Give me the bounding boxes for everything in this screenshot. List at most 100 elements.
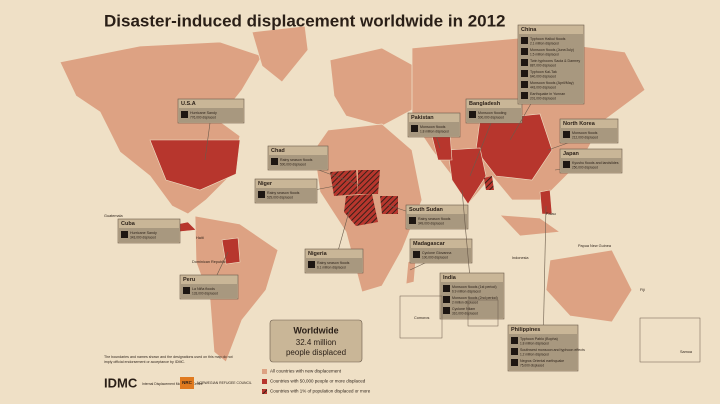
map-label: Palau — [546, 212, 556, 216]
worldwide-box — [269, 319, 363, 363]
event-icon — [121, 231, 128, 238]
event-displaced: 349,000 displaced — [418, 221, 444, 225]
callout-country: Chad — [271, 148, 285, 154]
event-name: Hurricane Sandy — [190, 111, 217, 115]
event-displaced: 1.8 million displaced — [520, 341, 549, 345]
map-label: Indonesia — [512, 256, 529, 260]
event-displaced: 640,000 displaced — [530, 74, 556, 78]
event-displaced: 310,000 displaced — [452, 311, 478, 315]
map-label: Fiji — [640, 288, 645, 292]
event-displaced: 201,000 displaced — [530, 96, 556, 100]
event-displaced: 529,000 displaced — [267, 195, 293, 199]
event-icon — [181, 111, 188, 118]
callout-country: North Korea — [563, 121, 596, 127]
event-name: Monsoon floods (April/May) — [530, 81, 574, 85]
callout-body — [509, 334, 577, 370]
map-label: Guatemala — [104, 214, 123, 218]
inset-frame — [399, 295, 443, 339]
event-displaced: 343,000 displaced — [130, 235, 156, 239]
callout-country: India — [443, 275, 457, 281]
callout-country: South Sudan — [409, 207, 444, 213]
callout-body — [467, 108, 521, 122]
event-name: Rainy season floods — [267, 191, 300, 195]
callout-body — [561, 128, 617, 142]
event-displaced: 2.1 million displaced — [530, 41, 559, 45]
legend-label: Countries with 1% of population displace… — [270, 389, 371, 394]
map-label: Dominican Republic — [192, 260, 226, 264]
event-name: Rainy season floods — [280, 158, 313, 162]
callout-body — [519, 34, 583, 103]
event-icon — [521, 81, 528, 88]
event-name: Monsoon floods (1st period) — [452, 285, 497, 289]
event-name: Earthquake in Yunnan — [530, 92, 565, 96]
event-icon — [308, 261, 315, 268]
callout-body — [306, 258, 362, 272]
event-name: Southwest monsoon and typhoon effects — [520, 348, 585, 352]
event-name: Monsoon floods (June/July) — [530, 48, 574, 52]
event-name: Rainy season floods — [418, 217, 451, 221]
inset-frame — [467, 299, 499, 327]
disclaimer: The boundaries and names shown and the d… — [104, 355, 233, 364]
event-icon — [521, 92, 528, 99]
idmc-logo: IDMC — [104, 375, 138, 390]
worldwide-heading: Worldwide — [293, 325, 338, 335]
callout-country: Peru — [183, 277, 195, 283]
event-icon — [183, 287, 190, 294]
event-name: Cyclone Giovanna — [422, 251, 451, 255]
event-displaced: 100,000 displaced — [422, 255, 448, 259]
callout-body — [411, 248, 471, 262]
event-icon — [469, 111, 476, 118]
event-displaced: 6.9 million displaced — [452, 289, 481, 293]
callout-body — [181, 284, 237, 298]
event-name: Monsoon flooding — [478, 111, 506, 115]
callout-body — [269, 155, 327, 169]
event-displaced: 212,000 displaced — [572, 135, 598, 139]
event-icon — [521, 70, 528, 77]
callout-country: Nigeria — [308, 251, 328, 257]
callout-country: Japan — [563, 151, 580, 157]
map-label: Samoa — [680, 350, 693, 354]
callout-body — [409, 122, 459, 136]
event-name: Monsoon floods — [572, 131, 598, 135]
event-icon — [521, 59, 528, 66]
world-map — [59, 25, 646, 363]
nrc-logo: NRC — [182, 380, 192, 385]
event-name: Twin typhoons Saola & Damrey — [530, 59, 580, 63]
callout-country: Bangladesh — [469, 101, 501, 107]
callout-country: Philippines — [511, 327, 540, 333]
legend-swatch — [262, 369, 267, 374]
event-name: Hurricane Sandy — [130, 231, 157, 235]
event-displaced: 75,000 displaced — [520, 363, 544, 367]
event-icon — [409, 217, 416, 224]
event-displaced: 6.1 million displaced — [317, 265, 346, 269]
nrc-name: NORWEGIAN REFUGEE COUNCIL — [197, 381, 252, 385]
callout-body — [561, 158, 621, 172]
legend-swatch — [262, 379, 267, 384]
event-displaced: 250,000 displaced — [572, 165, 598, 169]
event-icon — [411, 125, 418, 132]
event-icon — [443, 285, 450, 292]
legend-label: All countries with new displacement — [270, 369, 342, 374]
callout-country: U.S.A — [181, 101, 196, 107]
callout-body — [256, 188, 316, 202]
event-icon — [443, 296, 450, 303]
event-icon — [521, 48, 528, 55]
event-displaced: 1.2 million displaced — [520, 352, 549, 356]
event-name: Typhoon Kai-Tak — [530, 70, 557, 74]
callout-body — [119, 228, 179, 242]
event-icon — [443, 307, 450, 314]
event-displaced: 1.8 million displaced — [420, 129, 449, 133]
event-name: Typhoon Haikui floods — [530, 37, 566, 41]
legend-label: Countries with 50,000 people or more dis… — [270, 379, 366, 384]
leader-line — [469, 115, 495, 177]
event-icon — [511, 359, 518, 366]
event-name: Cyclone Nilam — [452, 307, 475, 311]
event-icon — [563, 131, 570, 138]
callout-body — [179, 108, 243, 122]
event-icon — [563, 161, 570, 168]
idmc-name: Internal Displacement Monitoring Centre — [142, 382, 203, 386]
callout-country: Madagascar — [413, 241, 446, 247]
worldwide-figure: 32.4 million — [296, 338, 336, 347]
event-displaced: 887,000 displaced — [530, 63, 556, 67]
